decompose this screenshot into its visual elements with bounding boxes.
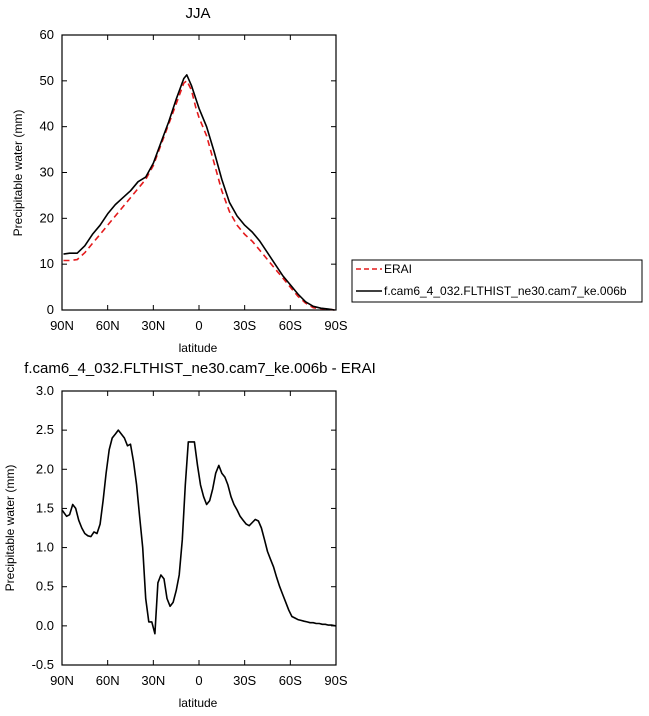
bottom-ytick-label: -0.5 [32, 657, 54, 672]
top-chart: JJA 0 10 20 30 40 50 60 90N 60N 30N 0 30S 60S 90S la… [11, 5, 348, 355]
top-plot-frame [61, 34, 337, 311]
bottom-ytick-label: 0.5 [36, 579, 54, 594]
top-ytick-label: 40 [40, 119, 54, 134]
bottom-chart-ylabel: Precipitable water (mm) [3, 465, 17, 592]
legend-model-label: f.cam6_4_032.FLTHIST_ne30.cam7_ke.006b [384, 284, 627, 298]
bottom-xtick-label: 90S [324, 673, 347, 688]
top-ytick-label: 0 [47, 302, 54, 317]
bottom-xtick-label: 90N [50, 673, 74, 688]
bottom-xtick-label: 60S [279, 673, 302, 688]
top-ytick-label: 30 [40, 165, 54, 180]
top-xtick-label: 90S [324, 318, 347, 333]
bottom-xtick-label: 30S [233, 673, 256, 688]
top-xtick-label: 0 [195, 318, 202, 333]
top-xtick-label: 30S [233, 318, 256, 333]
top-ytick-label: 50 [40, 73, 54, 88]
bottom-ytick-label: 2.0 [36, 461, 54, 476]
top-series-line-0 [63, 80, 335, 311]
top-series-line-1 [63, 74, 335, 311]
bottom-ytick-label: 1.5 [36, 500, 54, 515]
top-chart-xlabel: latitude [179, 341, 218, 355]
bottom-ytick-label: 0.0 [36, 618, 54, 633]
legend: ERAI f.cam6_4_032.FLTHIST_ne30.cam7_ke.0… [351, 259, 643, 303]
bottom-xtick-label: 0 [195, 673, 202, 688]
top-xtick-label: 30N [141, 318, 165, 333]
top-chart-ylabel: Precipitable water (mm) [11, 110, 25, 237]
bottom-chart: f.cam6_4_032.FLTHIST_ne30.cam7_ke.006b -… [3, 360, 376, 710]
top-ytick-label: 60 [40, 27, 54, 42]
bottom-chart-xlabel: latitude [179, 696, 218, 710]
bottom-chart-title: f.cam6_4_032.FLTHIST_ne30.cam7_ke.006b -… [24, 360, 376, 377]
top-xtick-label: 60N [96, 318, 120, 333]
bottom-ytick-label: 1.0 [36, 540, 54, 555]
legend-frame [351, 259, 643, 303]
top-ytick-label: 10 [40, 256, 54, 271]
top-chart-title: JJA [185, 5, 210, 22]
top-ytick-label: 20 [40, 210, 54, 225]
bottom-series-line-0 [61, 429, 337, 635]
bottom-xtick-label: 30N [141, 673, 165, 688]
bottom-ytick-label: 3.0 [36, 383, 54, 398]
bottom-plot-frame [61, 390, 337, 666]
top-xtick-label: 60S [279, 318, 302, 333]
bottom-xtick-label: 60N [96, 673, 120, 688]
top-xtick-label: 90N [50, 318, 74, 333]
legend-erai-label: ERAI [384, 262, 412, 276]
bottom-ytick-label: 2.5 [36, 422, 54, 437]
